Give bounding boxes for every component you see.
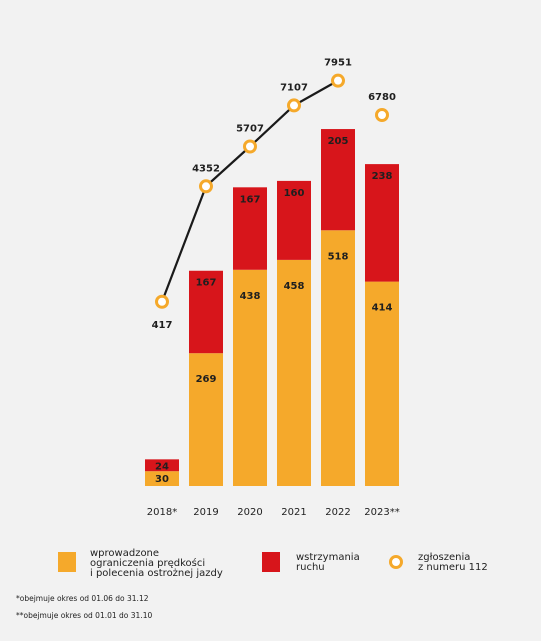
footnote-1: *obejmuje okres od 01.06 do 31.12 [16, 594, 149, 603]
bar-orange-1 [189, 353, 223, 486]
line-point-5 [375, 108, 389, 123]
bar-red-label-5: 238 [372, 171, 393, 182]
line-point-label-1: 4352 [192, 163, 220, 174]
legend-label-orange-1: ograniczenia prędkości [90, 557, 205, 569]
bar-red-5 [365, 164, 399, 282]
legend-label-line-1: z numeru 112 [418, 562, 488, 573]
bar-red-3 [277, 180, 311, 260]
bar-orange-4 [321, 230, 355, 486]
line-point-1 [199, 179, 213, 194]
line-point-label-3: 7107 [280, 82, 308, 93]
bar-red-label-4: 205 [328, 136, 349, 147]
footnote-2: **obejmuje okres od 01.01 do 31.10 [16, 611, 153, 620]
bar-red-label-0: 24 [155, 461, 169, 472]
bar-red-label-3: 160 [284, 188, 305, 199]
x-tick-5: 2023** [364, 507, 399, 518]
x-tick-2: 2020 [237, 507, 262, 518]
line-layer: 417 4352 5707 7107 7951 6780 [152, 58, 396, 331]
bar-orange-label-1: 269 [196, 374, 217, 385]
x-tick-3: 2021 [281, 507, 306, 518]
bar-red-1 [189, 270, 223, 354]
line-point-label-0: 417 [152, 320, 173, 331]
bar-orange-2 [233, 269, 267, 486]
legend-marker-line [389, 555, 403, 569]
bar-red-4 [321, 129, 355, 231]
bar-red-2 [233, 187, 267, 270]
legend-label-red-1: ruchu [296, 562, 325, 573]
bar-orange-label-3: 458 [284, 281, 305, 292]
bar-orange-label-4: 518 [328, 251, 349, 262]
line-point-0 [155, 294, 169, 309]
bar-orange-label-5: 414 [372, 303, 393, 314]
line-point-label-5: 6780 [368, 92, 396, 103]
legend-label-red-0: wstrzymania [296, 552, 360, 563]
legend-label-line-0: zgłoszenia [418, 552, 470, 563]
line-point-4 [331, 73, 345, 88]
bar-red-0 [145, 459, 179, 472]
bar-red-label-2: 167 [240, 194, 261, 205]
bars-layer: 30 24 269 167 438 167 458 160 518 205 414 238 [145, 129, 399, 486]
bar-orange-0 [145, 471, 179, 486]
bar-red-label-1: 167 [196, 278, 217, 289]
legend-label-orange-0: wprowadzone [90, 548, 159, 559]
legend-swatch-orange [58, 552, 76, 572]
bar-orange-label-0: 30 [155, 474, 169, 485]
bar-orange-5 [365, 281, 399, 486]
legend-label-orange-2: i polecenia ostrożnej jazdy [90, 568, 223, 579]
x-axis: 2018* 2019 2020 2021 2022 2023** [147, 507, 400, 518]
x-tick-1: 2019 [193, 507, 218, 518]
line-point-label-2: 5707 [236, 123, 264, 134]
x-tick-0: 2018* [147, 507, 177, 518]
line-point-label-4: 7951 [324, 58, 352, 69]
legend-swatch-red [262, 552, 280, 572]
bar-orange-3 [277, 259, 311, 486]
x-tick-4: 2022 [325, 507, 350, 518]
line-point-3 [287, 98, 301, 113]
bar-orange-label-2: 438 [240, 291, 261, 302]
line-point-2 [243, 139, 257, 154]
